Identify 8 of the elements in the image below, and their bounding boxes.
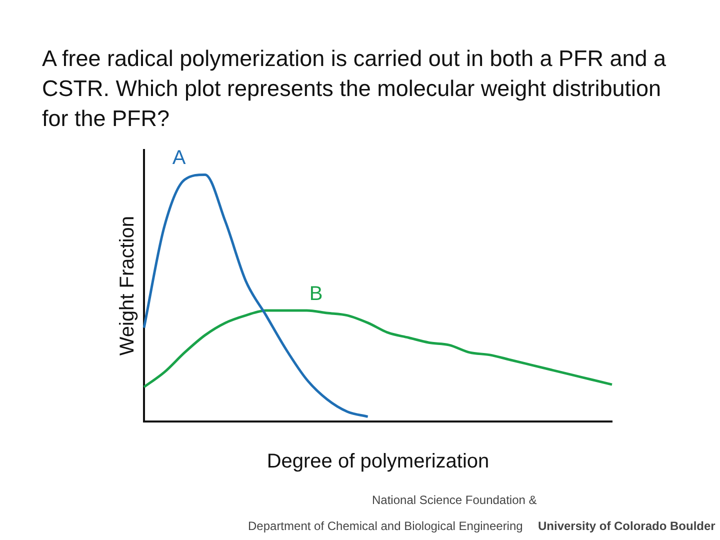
series-label: B bbox=[309, 283, 323, 306]
text: University of Colorado Boulder bbox=[538, 519, 716, 533]
series-label: A bbox=[172, 147, 186, 170]
text: National Science Foundation & bbox=[372, 493, 537, 507]
chart-title: A free radical polymerization is carried out in both a PFR and a CSTR. Which plot represents the molecular weight distribution for the PFR? bbox=[42, 45, 668, 133]
x-axis-title: Degree of polymerization bbox=[266, 450, 490, 473]
y-axis-title: Weight Fraction bbox=[116, 216, 139, 356]
text: Department of Chemical and Biological Engineering bbox=[248, 519, 523, 533]
